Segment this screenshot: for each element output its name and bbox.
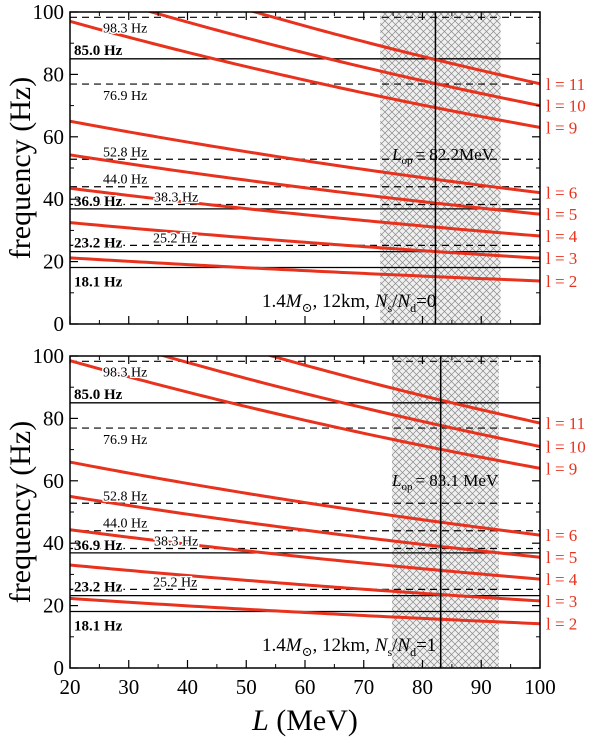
frequency-label: 76.9 Hz bbox=[103, 433, 147, 448]
y-tick-label: 100 bbox=[33, 0, 65, 24]
mode-curve bbox=[70, 359, 540, 470]
mode-labels: l = 2 l = 3 l = 4 l = 5 l = 6 l = 9 l = 10 l = … bbox=[546, 75, 586, 291]
mode-label: l = 11 bbox=[546, 75, 585, 94]
frequency-label: 44.0 Hz bbox=[103, 173, 147, 188]
frequency-label: 85.0 Hz bbox=[74, 387, 123, 403]
y-tick-label: 80 bbox=[43, 406, 64, 430]
mode-curve bbox=[70, 221, 540, 260]
y-tick-label: 40 bbox=[43, 187, 64, 211]
x-tick-label: 40 bbox=[177, 675, 198, 699]
y-tick-label: 0 bbox=[54, 656, 65, 680]
x-tick-label: 100 bbox=[524, 675, 556, 699]
top-panel: 18.1 Hz 23.2 Hz 36.9 Hz 85.0 Hz 25.2 Hz 38.3 … bbox=[4, 0, 586, 336]
mode-labels: l = 2 l = 3 l = 4 l = 5 l = 6 l = 9 l = 10 l = … bbox=[546, 414, 586, 634]
mode-curve bbox=[70, 19, 540, 129]
frequency-labels: 18.1 Hz 23.2 Hz 36.9 Hz 85.0 Hz 25.2 Hz 38.3 … bbox=[73, 20, 200, 292]
y-tick-label: 0 bbox=[54, 312, 65, 336]
mode-curve bbox=[159, 356, 540, 448]
mode-curve bbox=[70, 494, 540, 559]
mode-curve bbox=[70, 528, 540, 581]
x-tick-label: 30 bbox=[118, 675, 139, 699]
mode-label: l = 3 bbox=[546, 592, 577, 611]
lop-label: Lop = 83.1 MeV bbox=[391, 471, 499, 493]
mode-label: l = 4 bbox=[546, 570, 578, 589]
frequency-label: 85.0 Hz bbox=[74, 43, 123, 59]
frequency-label: 38.3 Hz bbox=[154, 535, 198, 550]
frequency-label: 18.1 Hz bbox=[74, 619, 123, 635]
x-axis-label: L (MeV) bbox=[251, 704, 358, 737]
y-tick-label: 20 bbox=[43, 594, 64, 618]
frequency-label: 25.2 Hz bbox=[153, 231, 197, 246]
mode-curve bbox=[70, 256, 540, 283]
mode-label: l = 9 bbox=[546, 459, 577, 478]
model-annotation: 1.4M⊙, 12km, Ns/Nd=1 bbox=[262, 635, 436, 659]
mode-curve bbox=[146, 12, 540, 108]
y-tick-label: 60 bbox=[43, 125, 64, 149]
axis-ticks: 0 20 40 60 80 100 bbox=[33, 0, 541, 336]
mode-curve bbox=[70, 153, 540, 216]
frequency-label: 25.2 Hz bbox=[153, 575, 197, 590]
mode-label: l = 5 bbox=[546, 548, 577, 567]
mode-curves bbox=[70, 12, 540, 283]
frequency-label: 52.8 Hz bbox=[103, 489, 147, 504]
mode-label: l = 5 bbox=[546, 205, 577, 224]
frequency-label: 44.0 Hz bbox=[103, 517, 147, 532]
mode-label: l = 11 bbox=[546, 414, 585, 433]
x-tick-label: 90 bbox=[471, 675, 492, 699]
mode-curve bbox=[70, 186, 540, 238]
lop-uncertainty-band bbox=[391, 356, 499, 668]
x-tick-label: 70 bbox=[353, 675, 374, 699]
mode-label: l = 4 bbox=[546, 227, 578, 246]
mode-curve bbox=[70, 460, 540, 537]
frequency-label: 23.2 Hz bbox=[74, 580, 123, 596]
mode-curves bbox=[70, 356, 540, 626]
frequency-labels: 18.1 Hz 23.2 Hz 36.9 Hz 85.0 Hz 25.2 Hz 38.3 … bbox=[73, 364, 200, 636]
lop-band bbox=[380, 12, 501, 324]
mode-curve bbox=[70, 596, 540, 626]
mode-label: l = 10 bbox=[546, 97, 586, 116]
mode-label: l = 2 bbox=[546, 615, 577, 634]
y-tick-label: 80 bbox=[43, 62, 64, 86]
lop-label: Lop = 82.2MeV bbox=[391, 145, 495, 167]
x-tick-label: 60 bbox=[295, 675, 316, 699]
y-axis-label: frequency (Hz) bbox=[4, 77, 37, 259]
model-annotation: 1.4M⊙, 12km, Ns/Nd=0 bbox=[262, 291, 436, 315]
frequency-label: 36.9 Hz bbox=[74, 194, 123, 210]
frequency-label: 18.1 Hz bbox=[74, 275, 123, 291]
x-tick-label: 20 bbox=[60, 675, 81, 699]
frequency-label: 36.9 Hz bbox=[74, 538, 123, 554]
frequency-label: 38.3 Hz bbox=[154, 191, 198, 206]
mode-label: l = 6 bbox=[546, 184, 577, 203]
y-tick-label: 40 bbox=[43, 531, 64, 555]
mode-curve bbox=[70, 563, 540, 603]
x-tick-label: 50 bbox=[236, 675, 257, 699]
lop-uncertainty-band bbox=[380, 12, 501, 324]
mode-label: l = 9 bbox=[546, 118, 577, 137]
y-tick-label: 20 bbox=[43, 250, 64, 274]
y-tick-label: 60 bbox=[43, 469, 64, 493]
y-tick-label: 100 bbox=[33, 344, 65, 368]
mode-label: l = 3 bbox=[546, 249, 577, 268]
mode-label: l = 2 bbox=[546, 272, 577, 291]
y-axis-label: frequency (Hz) bbox=[4, 421, 37, 603]
frequency-label: 98.3 Hz bbox=[103, 21, 147, 36]
frequency-label: 23.2 Hz bbox=[74, 236, 123, 252]
x-tick-label: 80 bbox=[412, 675, 433, 699]
bottom-panel: 18.1 Hz 23.2 Hz 36.9 Hz 85.0 Hz 25.2 Hz 38.3 … bbox=[4, 344, 586, 737]
frequency-label: 76.9 Hz bbox=[103, 89, 147, 104]
mode-label: l = 6 bbox=[546, 526, 577, 545]
mode-curve bbox=[70, 119, 540, 195]
lop-band bbox=[391, 356, 499, 668]
mode-label: l = 10 bbox=[546, 437, 586, 456]
mode-curve bbox=[249, 12, 540, 86]
frequency-label: 52.8 Hz bbox=[103, 145, 147, 160]
mode-curve bbox=[266, 356, 540, 425]
frequency-label: 98.3 Hz bbox=[103, 365, 147, 380]
